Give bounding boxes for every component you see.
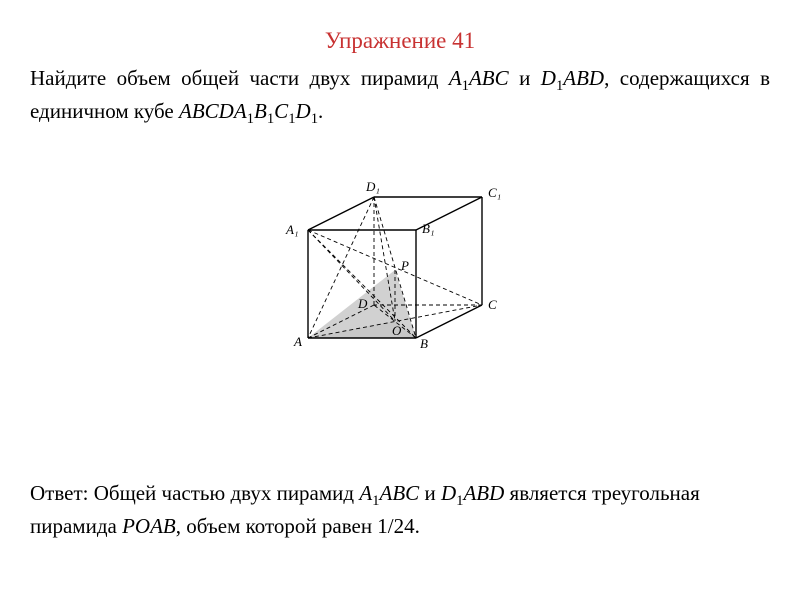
- svg-text:B: B: [420, 336, 428, 351]
- svg-text:B₁: B₁: [422, 221, 434, 236]
- exercise-title: Упражнение 41: [30, 28, 770, 54]
- svg-text:P: P: [400, 258, 409, 273]
- title-text: Упражнение 41: [325, 28, 475, 53]
- svg-text:A₁: A₁: [285, 222, 298, 237]
- problem-statement: Найдите объем общей части двух пирамид A…: [30, 64, 770, 130]
- svg-text:C₁: C₁: [488, 185, 501, 200]
- svg-text:D₁: D₁: [365, 179, 380, 194]
- diagram-container: A B C D A₁ B₁ C₁ D₁ O P: [30, 160, 770, 370]
- cube-diagram: A B C D A₁ B₁ C₁ D₁ O P: [260, 160, 540, 370]
- svg-text:O: O: [392, 323, 402, 338]
- svg-text:C: C: [488, 297, 497, 312]
- answer-text: Ответ: Общей частью двух пирамид A1ABC и…: [30, 479, 770, 540]
- svg-text:A: A: [293, 334, 302, 349]
- svg-text:D: D: [357, 296, 368, 311]
